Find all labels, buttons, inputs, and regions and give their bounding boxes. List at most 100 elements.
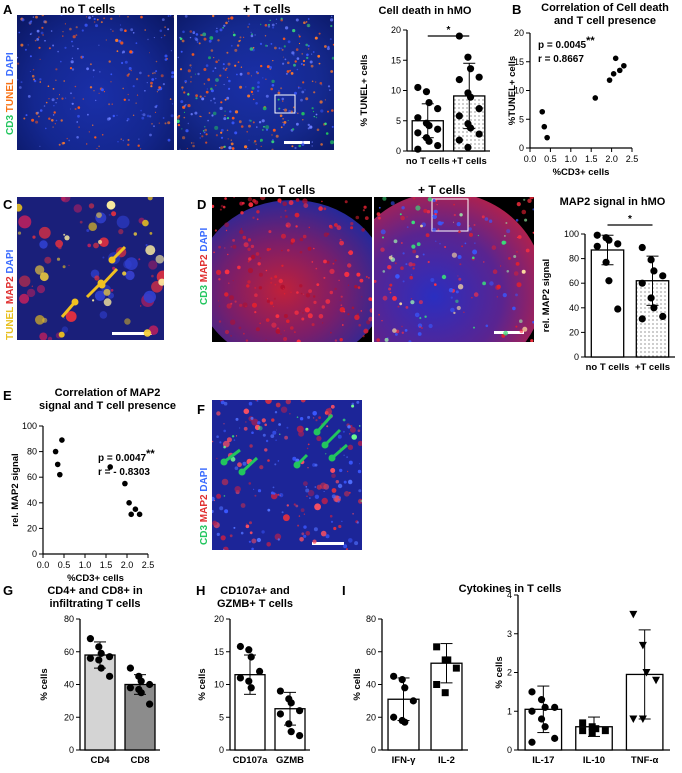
cell-dot	[388, 287, 392, 291]
cell-dot	[101, 134, 104, 136]
cell-dot	[246, 130, 249, 133]
cell-dot	[285, 72, 288, 75]
stain-dapi: DAPI	[199, 227, 210, 252]
cell-dot	[265, 94, 269, 98]
cell-dot	[244, 145, 248, 149]
cell-dot	[205, 90, 209, 94]
cell-dot	[251, 431, 254, 434]
category-label: +T cells	[635, 362, 670, 370]
cell-dot	[415, 255, 419, 259]
cell-dot	[424, 315, 427, 318]
cell-dot	[242, 201, 245, 205]
cell-dot	[280, 17, 283, 20]
cell-dot	[225, 229, 228, 232]
r-value: r = - 0.8303	[98, 467, 150, 478]
cell-dot	[112, 30, 114, 32]
cell-dot	[283, 108, 288, 112]
data-point	[616, 67, 623, 74]
cell-dot	[43, 105, 46, 107]
cell-dot	[266, 542, 271, 547]
cell-dot	[283, 121, 287, 124]
cell-dot	[332, 43, 334, 46]
cell-dot	[223, 83, 225, 86]
cell-dot	[361, 228, 365, 232]
cell-dot	[227, 62, 231, 66]
cell-dot	[191, 67, 192, 69]
cell-dot	[44, 40, 46, 42]
cell-dot	[265, 339, 267, 341]
cell-dot	[181, 86, 184, 89]
cell-dot	[155, 70, 158, 73]
cell-dot	[99, 237, 109, 247]
cell-dot	[29, 55, 32, 58]
cell-dot	[250, 75, 252, 77]
cell-dot	[483, 261, 485, 263]
cell-dot	[247, 280, 251, 284]
cell-dot	[388, 255, 393, 260]
cell-dot	[248, 139, 250, 141]
cell-dot	[522, 326, 528, 332]
cell-dots	[177, 15, 334, 150]
cell-dot	[141, 113, 143, 115]
cell-dot	[93, 76, 94, 78]
cell-dot	[218, 147, 221, 149]
y-axis-label: % cells	[39, 668, 50, 700]
cell-dot	[397, 305, 400, 308]
cell-dot	[274, 411, 278, 414]
stain-cd3: CD3	[5, 112, 16, 135]
cell-dot	[223, 145, 226, 148]
cell-dot	[491, 245, 497, 250]
cell-dot	[64, 46, 67, 49]
cell-dot	[337, 434, 342, 439]
cell-dot	[247, 15, 250, 17]
cell-dot	[351, 306, 355, 310]
cell-dot	[292, 29, 296, 33]
cell-dot	[251, 547, 254, 550]
cell-dot	[295, 48, 299, 51]
cell-dot	[297, 524, 300, 527]
cell-dot	[238, 326, 242, 330]
category-label: CD107a	[233, 755, 269, 766]
cell-dot	[171, 103, 174, 105]
cell-dot	[453, 221, 454, 223]
cell-dot	[515, 218, 519, 222]
cell-dot	[210, 87, 213, 91]
cell-dot	[203, 131, 206, 134]
cell-dot	[227, 253, 229, 256]
cell-dot	[38, 115, 40, 118]
cell-dot	[243, 36, 245, 38]
cell-dot	[178, 114, 181, 117]
cell-dot	[147, 197, 153, 201]
cell-dot	[271, 140, 275, 144]
cell-dot	[210, 99, 212, 102]
cell-dot	[227, 17, 230, 20]
cell-dot	[257, 489, 262, 493]
cell-dot	[455, 290, 459, 294]
cell-dot	[477, 234, 479, 237]
cell-dot	[140, 148, 142, 150]
cell-dot	[218, 278, 221, 281]
cell-dot	[392, 296, 397, 301]
cell-dot	[242, 461, 247, 466]
cell-dot	[293, 63, 296, 67]
data-point	[414, 129, 422, 137]
cell-dot	[281, 48, 284, 51]
cell-dot	[205, 64, 209, 67]
cell-dot	[130, 28, 134, 32]
cell-dot	[44, 256, 52, 264]
cell-dot	[272, 128, 276, 132]
cell-dot	[245, 524, 250, 529]
cell-dot	[300, 400, 306, 403]
data-point	[122, 480, 128, 487]
cell-dot	[59, 94, 60, 96]
cell-dot	[277, 198, 282, 203]
cell-dot	[387, 265, 392, 270]
cell-dot	[116, 50, 119, 53]
cell-dot	[187, 104, 191, 108]
cell-dot	[96, 147, 98, 149]
chart-b-title: Correlation of Cell death and T cell pre…	[541, 2, 669, 27]
cell-dot	[42, 34, 44, 36]
data-point	[659, 272, 667, 280]
